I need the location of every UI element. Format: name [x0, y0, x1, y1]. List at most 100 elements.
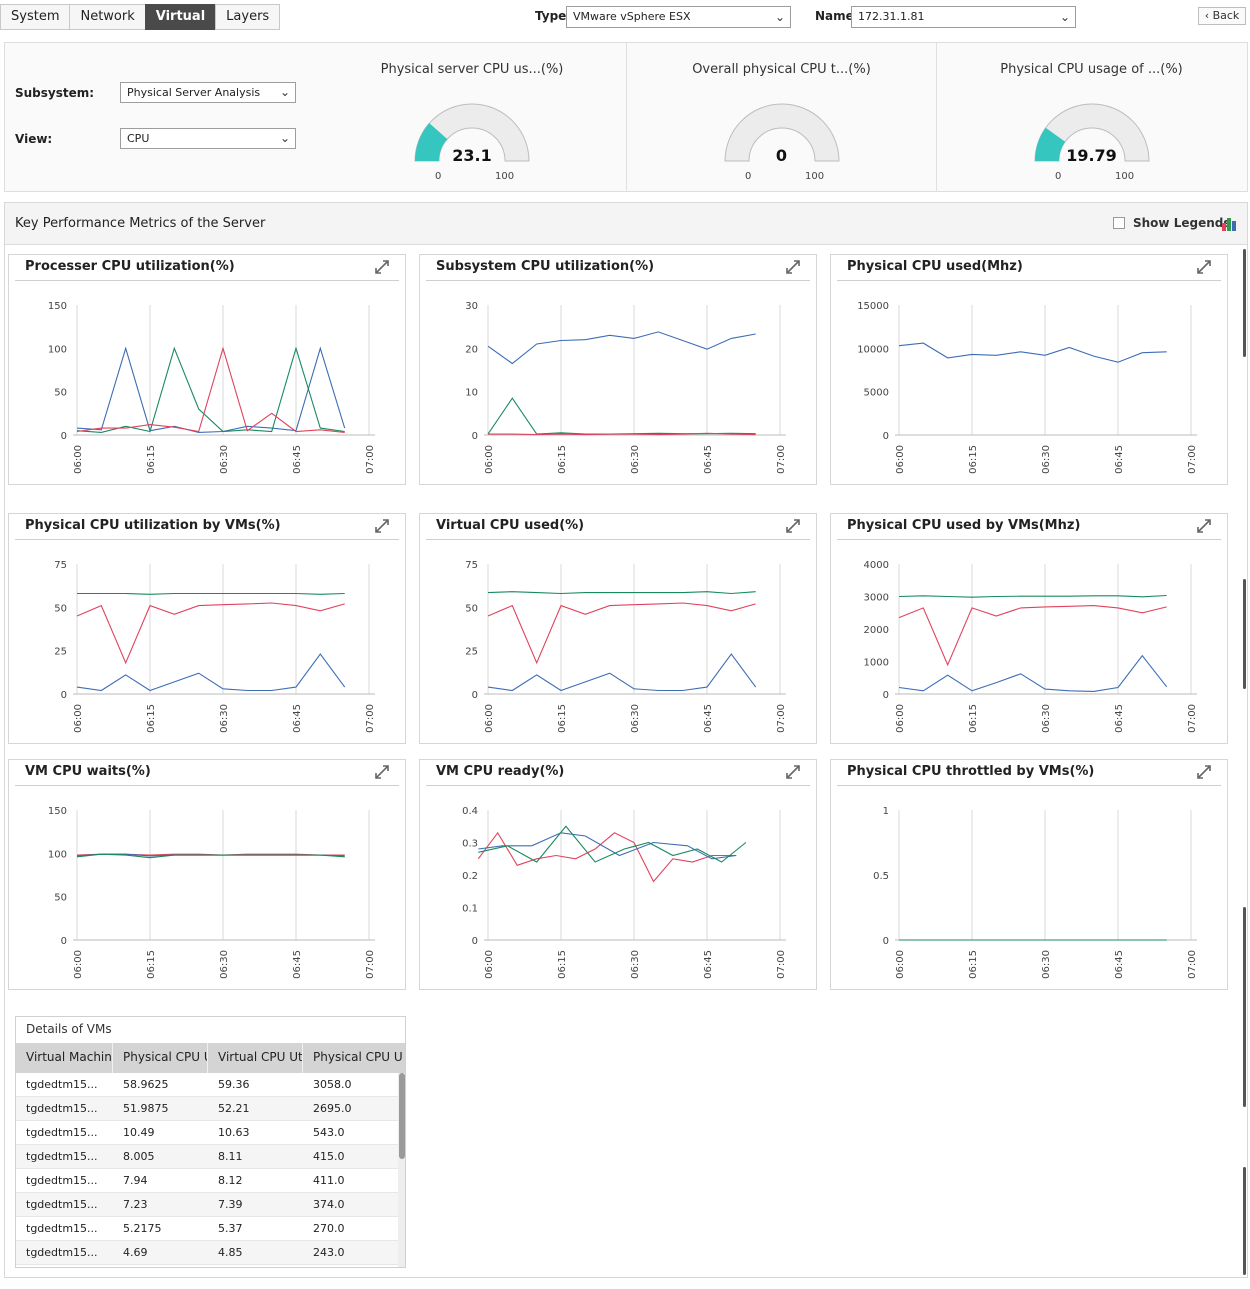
- tab-network[interactable]: Network: [69, 4, 146, 30]
- bar-chart-icon[interactable]: [1221, 215, 1237, 231]
- scrollbar-thumb[interactable]: [1243, 907, 1246, 1107]
- expand-icon[interactable]: [786, 260, 800, 274]
- series-line: [76, 346, 346, 433]
- expand-icon[interactable]: [375, 519, 389, 533]
- gauge-track: [724, 103, 840, 162]
- table-cell: 5.2175: [123, 1222, 162, 1235]
- vm-details-table: Details of VMs Virtual Machine Physical …: [15, 1016, 406, 1268]
- tab-system[interactable]: System: [0, 4, 71, 30]
- table-cell: 8.11: [218, 1150, 243, 1163]
- column-header-virtual-machine[interactable]: Virtual Machine: [16, 1043, 113, 1073]
- table-scrollbar[interactable]: [398, 1073, 405, 1267]
- expand-icon[interactable]: [786, 765, 800, 779]
- x-tick-label: 06:45: [1114, 704, 1125, 733]
- x-tick-label: 06:30: [219, 950, 230, 979]
- table-row[interactable]: tgdedtm15... 51.9875 52.21 2695.0: [16, 1097, 398, 1121]
- table-cell: 4.69: [123, 1246, 148, 1259]
- tab-virtual[interactable]: Virtual: [144, 4, 217, 30]
- x-tick-label: 06:30: [1041, 950, 1052, 979]
- column-header-virtual-cpu-utilization[interactable]: Virtual CPU Uti: [208, 1043, 303, 1073]
- subsystem-select[interactable]: Physical Server Analysis ⌄: [120, 82, 296, 103]
- table-cell: tgdedtm15...: [26, 1198, 98, 1211]
- expand-icon[interactable]: [1197, 260, 1211, 274]
- x-tick-label: 06:30: [630, 704, 641, 733]
- chart-title: VM CPU ready(%): [426, 760, 810, 786]
- scrollbar-thumb[interactable]: [1243, 579, 1246, 689]
- y-tick-label: 0: [61, 431, 67, 442]
- gauge-max: 100: [1115, 171, 1135, 182]
- series-line: [898, 594, 1167, 598]
- x-tick-label: 07:00: [776, 950, 787, 979]
- y-tick-label: 20: [465, 344, 478, 355]
- top-toolbar: System Network Virtual Layers Type VMwar…: [0, 0, 1250, 34]
- chart-panel-vm-cpu-ready: VM CPU ready(%) 06:00 06:15 06:30 06:45 07:0…: [419, 759, 817, 990]
- expand-icon[interactable]: [786, 519, 800, 533]
- x-tick-label: 06:30: [219, 704, 230, 733]
- table-scrollbar-thumb[interactable]: [399, 1073, 405, 1159]
- y-tick-label: 150: [48, 301, 67, 312]
- expand-icon[interactable]: [375, 260, 389, 274]
- y-tick-label: 0.5: [873, 871, 889, 882]
- table-header: Virtual Machine Physical CPU U Virtual C…: [16, 1043, 405, 1073]
- summary-panel: Subsystem: Physical Server Analysis ⌄ Vi…: [4, 42, 1248, 192]
- tab-layers[interactable]: Layers: [215, 4, 281, 30]
- table-row[interactable]: tgdedtm15... 5.2175 5.37 270.0: [16, 1217, 398, 1241]
- table-cell: 10.49: [123, 1126, 155, 1139]
- line-chart: 06:00 06:15 06:30 06:45 07:00 0 0.5 1: [873, 806, 1198, 979]
- x-tick-label: 06:15: [146, 704, 157, 733]
- gauge-dial: [1034, 103, 1150, 162]
- vertical-scrollbar[interactable]: [1241, 249, 1247, 1277]
- x-tick-label: 06:15: [968, 445, 979, 474]
- view-select[interactable]: CPU ⌄: [120, 128, 296, 149]
- table-row[interactable]: tgdedtm15... 7.94 8.12 411.0: [16, 1169, 398, 1193]
- table-cell: 59.36: [218, 1078, 250, 1091]
- scrollbar-thumb[interactable]: [1243, 1167, 1246, 1275]
- chart-title: Physical CPU utilization by VMs(%): [15, 514, 399, 540]
- x-tick-label: 06:30: [1041, 445, 1052, 474]
- y-tick-label: 1000: [864, 658, 889, 669]
- table-cell: 51.9875: [123, 1102, 169, 1115]
- show-legends-checkbox[interactable]: [1113, 217, 1125, 229]
- table-row[interactable]: tgdedtm15... 7.23 7.39 374.0: [16, 1193, 398, 1217]
- scrollbar-thumb[interactable]: [1243, 249, 1246, 357]
- table-row[interactable]: tgdedtm15... 58.9625 59.36 3058.0: [16, 1073, 398, 1097]
- gauge-max: 100: [495, 171, 515, 182]
- gauge-dial: [414, 103, 530, 162]
- table-cell: 8.005: [123, 1150, 155, 1163]
- x-tick-label: 06:45: [292, 950, 303, 979]
- table-row[interactable]: tgdedtm15... 8.005 8.11 415.0: [16, 1145, 398, 1169]
- x-tick-label: 07:00: [365, 950, 376, 979]
- column-header-physical-cpu-used[interactable]: Physical CPU U: [303, 1043, 405, 1073]
- series-line: [898, 654, 1168, 692]
- back-button[interactable]: ‹ Back: [1198, 7, 1246, 25]
- x-tick-label: 07:00: [365, 445, 376, 474]
- x-tick-label: 06:15: [557, 704, 568, 733]
- chart-panel-virtual-cpu-used: Virtual CPU used(%) 06:00 06:15 06:30 06:45…: [419, 513, 817, 744]
- expand-icon[interactable]: [1197, 765, 1211, 779]
- gauge-min: 0: [745, 171, 752, 182]
- expand-icon[interactable]: [1197, 519, 1211, 533]
- x-tick-label: 07:00: [365, 704, 376, 733]
- y-tick-label: 150: [48, 806, 67, 817]
- chart-title: Processer CPU utilization(%): [15, 255, 399, 281]
- y-tick-label: 0: [883, 431, 889, 442]
- type-select[interactable]: VMware vSphere ESX ⌄: [566, 6, 791, 28]
- table-cell: tgdedtm15...: [26, 1102, 98, 1115]
- column-header-physical-cpu-utilization[interactable]: Physical CPU U: [113, 1043, 208, 1073]
- name-select[interactable]: 172.31.1.81 ⌄: [851, 6, 1076, 28]
- y-tick-label: 0: [883, 690, 889, 701]
- x-tick-label: 06:45: [292, 704, 303, 733]
- y-tick-label: 5000: [864, 388, 889, 399]
- table-row[interactable]: tgdedtm15... 10.49 10.63 543.0: [16, 1121, 398, 1145]
- name-select-value: 172.31.1.81: [858, 10, 925, 23]
- table-row[interactable]: tgdedtm15... 4.69 4.85 243.0: [16, 1241, 398, 1265]
- series-line: [77, 592, 345, 595]
- gauge-title: Overall physical CPU t...(%): [692, 62, 871, 77]
- series-line: [487, 591, 756, 595]
- type-select-value: VMware vSphere ESX: [573, 10, 691, 23]
- table-row[interactable]: tgdedtm15...: [16, 1265, 398, 1267]
- line-chart: 06:00 06:15 06:30 06:45 07:00 0 50 100 150: [48, 806, 376, 979]
- y-tick-label: 100: [48, 849, 67, 860]
- table-cell: [303, 1265, 398, 1267]
- expand-icon[interactable]: [375, 765, 389, 779]
